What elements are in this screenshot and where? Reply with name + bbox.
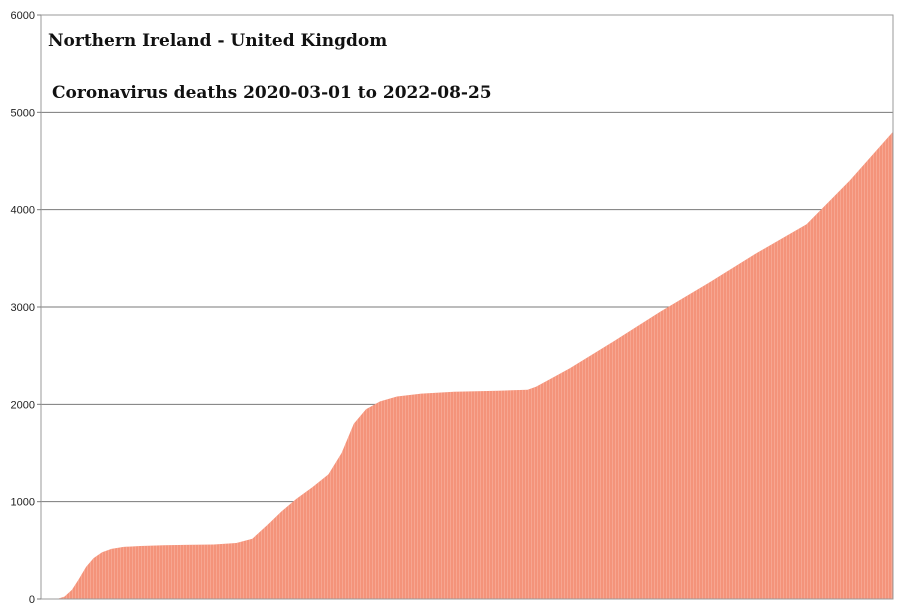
chart-title: Northern Ireland - United Kingdom (48, 31, 387, 51)
y-tick-label: 3000 (11, 302, 35, 314)
series-area (41, 131, 893, 600)
y-tick-label: 5000 (11, 107, 35, 119)
y-tick-label: 2000 (11, 399, 35, 411)
y-axis-ticks: 0 1000 2000 3000 4000 5000 6000 (11, 10, 41, 606)
chart-subtitle: Coronavirus deaths 2020-03-01 to 2022-08… (52, 83, 492, 103)
y-tick-label: 1000 (11, 497, 35, 509)
y-tick-label: 4000 (11, 205, 35, 217)
y-tick-label: 0 (29, 594, 35, 606)
series-bar-lines (60, 133, 892, 599)
y-tick-label: 6000 (11, 10, 35, 22)
